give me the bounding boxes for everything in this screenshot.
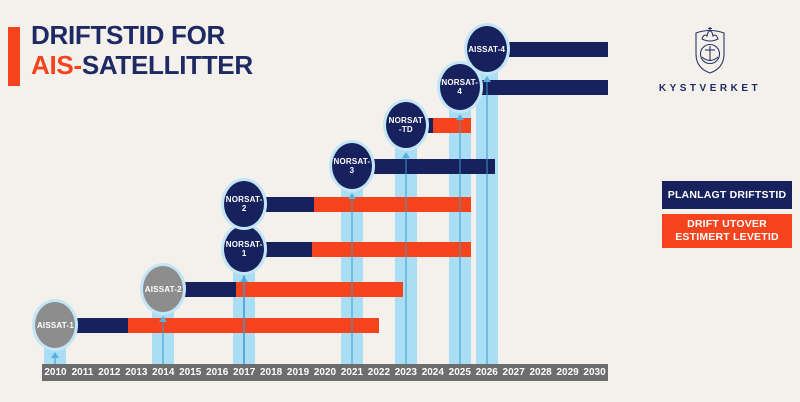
satellite-label-norsat-td-line1: -TD: [398, 125, 413, 134]
launch-arrow-icon-norsat-3: [347, 193, 356, 199]
kystverket-wordmark: KYSTVERKET: [658, 83, 762, 94]
planned-bar-aissat-4: [486, 41, 608, 57]
legend-overrun-label-line2: ESTIMERT LEVETID: [675, 231, 779, 243]
satellite-label-norsat-td-line0: NORSAT: [388, 116, 424, 125]
year-label-2028: 2028: [529, 367, 552, 378]
year-label-2021: 2021: [340, 367, 364, 378]
launch-line-norsat-2: [243, 237, 246, 364]
overrun-bar-norsat-1: [311, 241, 471, 257]
legend: PLANLAGT DRIFTSTID DRIFT UTOVER ESTIMERT…: [662, 181, 792, 248]
satellite-marker-aissat-2: AISSAT-2: [140, 263, 187, 315]
launch-arrow-icon-norsat-4: [455, 114, 464, 120]
launch-line-norsat-td: [404, 158, 407, 364]
launch-arrow-icon-aissat-2: [159, 316, 168, 322]
satellite-label-norsat-3-line0: NORSAT-3: [333, 157, 371, 175]
year-label-2016: 2016: [206, 367, 229, 378]
satellite-label-aissat-2-line0: AISSAT-2: [144, 284, 182, 294]
satellite-marker-aissat-4: AISSAT-4: [463, 23, 510, 75]
overrun-bar-norsat-td: [432, 117, 471, 133]
year-label-2017: 2017: [233, 367, 256, 378]
page-title-satellites: SATELLITTER: [81, 50, 253, 80]
kystverket-logo: KYSTVERKET: [653, 22, 767, 94]
year-label-2023: 2023: [394, 367, 417, 378]
overrun-bar-aissat-2: [236, 281, 404, 297]
legend-overrun-label-line1: DRIFT UTOVER: [687, 218, 767, 230]
year-label-2013: 2013: [125, 367, 148, 378]
overrun-bar-aissat-1: [128, 317, 379, 333]
launch-line-aissat-2: [162, 322, 165, 364]
planned-bar-norsat-4: [459, 79, 608, 95]
year-label-2022: 2022: [367, 367, 391, 378]
page-title-line2: AIS-SATELLITTER: [31, 50, 253, 80]
legend-planned-driftstid: PLANLAGT DRIFTSTID: [662, 181, 792, 209]
title-accent-bar: [8, 27, 20, 86]
legend-drift-utover: DRIFT UTOVER ESTIMERT LEVETID: [662, 214, 792, 248]
kystverket-crest-icon: [695, 27, 725, 74]
year-label-2011: 2011: [71, 367, 94, 378]
year-label-2026: 2026: [475, 367, 498, 378]
year-label-2029: 2029: [556, 367, 579, 378]
launch-line-aissat-4: [485, 82, 488, 364]
satellite-marker-aissat-1: AISSAT-1: [32, 299, 79, 351]
year-label-2015: 2015: [179, 367, 202, 378]
satellite-marker-norsat-td: NORSAT -TD: [382, 99, 429, 151]
launch-line-norsat-3: [350, 199, 353, 364]
satellite-label-norsat-1-line0: NORSAT-1: [225, 240, 263, 258]
launch-arrow-icon-aissat-1: [51, 352, 60, 358]
year-label-2027: 2027: [502, 367, 525, 378]
year-label-2024: 2024: [421, 367, 444, 378]
page-title-line1: DRIFTSTID FOR: [31, 20, 225, 50]
page-title-ais: AIS-: [31, 50, 82, 80]
launch-line-norsat-4: [458, 120, 461, 364]
year-label-2018: 2018: [259, 367, 283, 378]
year-axis: 2010 2011 2012 2013 2014 2015 2016 2017 2018 2019…: [42, 364, 608, 381]
overrun-bar-norsat-2: [314, 196, 471, 212]
launch-arrow-icon-norsat-td: [401, 152, 410, 158]
satellite-label-aissat-4-line0: AISSAT-4: [468, 44, 506, 54]
year-label-2010: 2010: [44, 367, 67, 378]
legend-planned-label: PLANLAGT DRIFTSTID: [667, 188, 787, 201]
launch-arrow-icon-aissat-4: [482, 76, 491, 82]
launch-line-aissat-1: [54, 358, 57, 364]
year-label-2020: 2020: [313, 367, 337, 378]
year-label-2019: 2019: [286, 367, 310, 378]
year-label-2030: 2030: [583, 367, 606, 378]
page-title: DRIFTSTID FOR AIS-SATELLITTER: [31, 20, 253, 80]
satellite-label-norsat-4-line0: NORSAT-4: [441, 78, 479, 96]
year-label-2025: 2025: [448, 367, 471, 378]
satellite-marker-norsat-2: NORSAT-2: [221, 178, 268, 230]
year-label-2012: 2012: [98, 367, 121, 378]
year-label-2014: 2014: [152, 367, 175, 378]
satellite-marker-norsat-3: NORSAT-3: [328, 140, 375, 192]
satellite-label-norsat-2-line0: NORSAT-2: [225, 195, 263, 213]
satellite-label-aissat-1-line0: AISSAT-1: [36, 320, 74, 330]
satellite-marker-norsat-1: NORSAT-1: [221, 223, 268, 275]
